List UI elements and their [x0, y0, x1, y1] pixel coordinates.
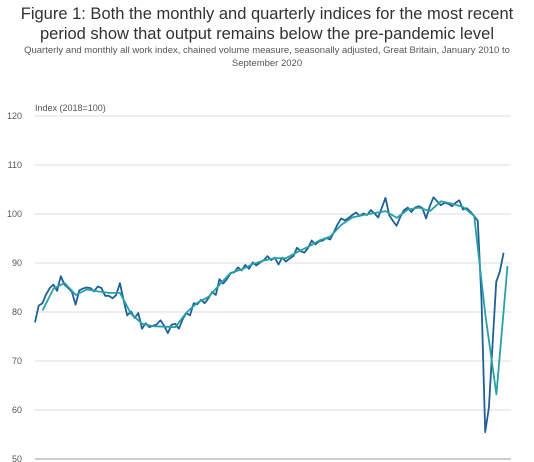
y-tick-label: 90 [12, 258, 22, 268]
gridlines [35, 115, 511, 460]
chart-title: Figure 1: Both the monthly and quarterly… [20, 5, 514, 43]
y-tick-label: 50 [12, 454, 22, 462]
series-lines [34, 196, 509, 434]
quarterly-series-line [41, 200, 509, 396]
chart-subtitle: Quarterly and monthly all work index, ch… [24, 45, 510, 69]
y-tick-label: 70 [12, 356, 22, 366]
y-tick-label: 110 [8, 160, 22, 170]
y-tick-label: 100 [7, 209, 22, 219]
y-axis-label: Index (2018=100) [35, 103, 106, 113]
monthly-series-line [34, 196, 505, 434]
y-tick-label: 80 [12, 307, 22, 317]
y-tick-label: 120 [7, 111, 22, 121]
y-axis-ticks: 50 60 70 80 90 100 110 120 [7, 111, 22, 462]
y-tick-label: 60 [12, 405, 22, 415]
